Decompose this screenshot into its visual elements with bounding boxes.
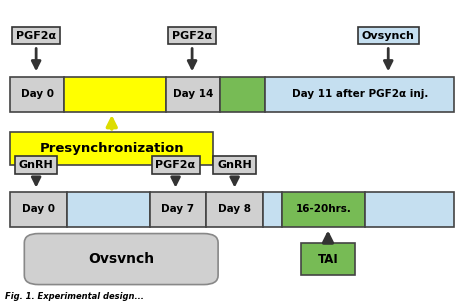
FancyBboxPatch shape [166, 77, 220, 112]
Text: Day 7: Day 7 [161, 204, 194, 214]
FancyBboxPatch shape [263, 192, 282, 227]
Text: Day 11 after PGF2α inj.: Day 11 after PGF2α inj. [292, 89, 428, 99]
FancyBboxPatch shape [206, 192, 263, 227]
Text: Ovsvnch: Ovsvnch [88, 252, 154, 266]
Text: Fig. 1. Experimental design...: Fig. 1. Experimental design... [5, 292, 144, 301]
Text: Ovsynch: Ovsynch [362, 30, 415, 41]
FancyBboxPatch shape [10, 77, 64, 112]
Text: TAI: TAI [318, 253, 338, 266]
FancyBboxPatch shape [301, 243, 355, 275]
FancyBboxPatch shape [10, 192, 67, 227]
Text: GnRH: GnRH [217, 160, 252, 170]
Text: 16-20hrs.: 16-20hrs. [295, 204, 351, 214]
FancyBboxPatch shape [265, 77, 455, 112]
FancyBboxPatch shape [282, 192, 365, 227]
FancyBboxPatch shape [150, 192, 206, 227]
FancyBboxPatch shape [10, 132, 213, 165]
FancyBboxPatch shape [64, 77, 166, 112]
Text: PGF2α: PGF2α [16, 30, 56, 41]
Text: Day 14: Day 14 [173, 89, 213, 99]
FancyBboxPatch shape [220, 77, 265, 112]
Text: GnRH: GnRH [19, 160, 54, 170]
Text: PGF2α: PGF2α [155, 160, 196, 170]
FancyBboxPatch shape [365, 192, 455, 227]
FancyBboxPatch shape [24, 234, 218, 285]
Text: Day 0: Day 0 [22, 204, 55, 214]
Text: Day 8: Day 8 [218, 204, 251, 214]
Text: Day 0: Day 0 [21, 89, 54, 99]
Text: PGF2α: PGF2α [172, 30, 212, 41]
FancyBboxPatch shape [67, 192, 150, 227]
Text: Presynchronization: Presynchronization [39, 142, 184, 155]
